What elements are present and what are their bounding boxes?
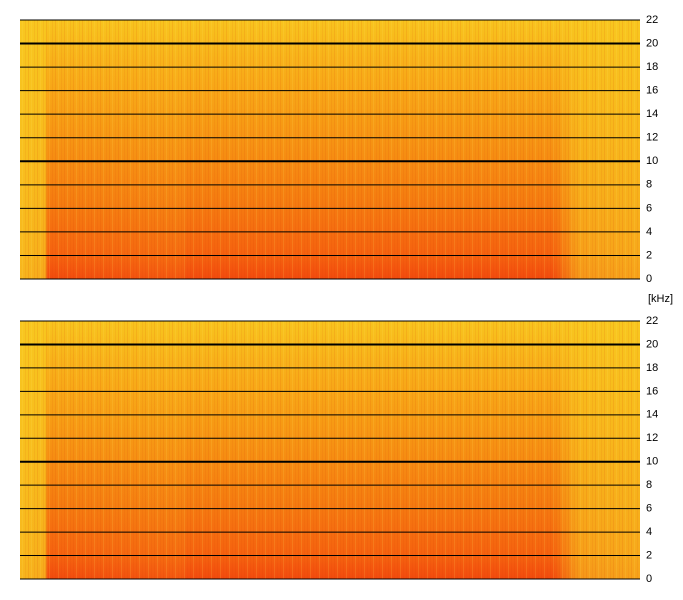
y-tick-label: 14: [646, 108, 658, 120]
y-tick-label: 6: [646, 202, 652, 214]
y-tick-label: 4: [646, 526, 652, 538]
y-tick-label: 2: [646, 549, 652, 561]
y-tick-label: 10: [646, 155, 658, 167]
y-tick-label: 22: [646, 14, 658, 26]
y-tick-label: 20: [646, 37, 658, 49]
y-tick-label: 22: [646, 315, 658, 327]
y-tick-label: 16: [646, 85, 658, 97]
y-tick-label: 20: [646, 338, 658, 350]
y-tick-label: 2: [646, 249, 652, 261]
y-axis-label: [kHz]: [648, 293, 673, 305]
y-tick-label: 6: [646, 503, 652, 515]
y-tick-label: 8: [646, 179, 652, 191]
y-tick-label: 14: [646, 409, 658, 421]
y-tick-label: 0: [646, 573, 652, 585]
y-tick-label: 4: [646, 226, 652, 238]
y-tick-label: 0: [646, 273, 652, 285]
y-tick-label: 16: [646, 385, 658, 397]
y-tick-label: 12: [646, 432, 658, 444]
y-tick-label: 8: [646, 479, 652, 491]
y-tick-label: 12: [646, 132, 658, 144]
spectrogram-image: [20, 20, 640, 279]
y-tick-label: 18: [646, 362, 658, 374]
y-tick-label: 18: [646, 61, 658, 73]
y-tick-label: 10: [646, 456, 658, 468]
spectrogram-image: [20, 321, 640, 579]
